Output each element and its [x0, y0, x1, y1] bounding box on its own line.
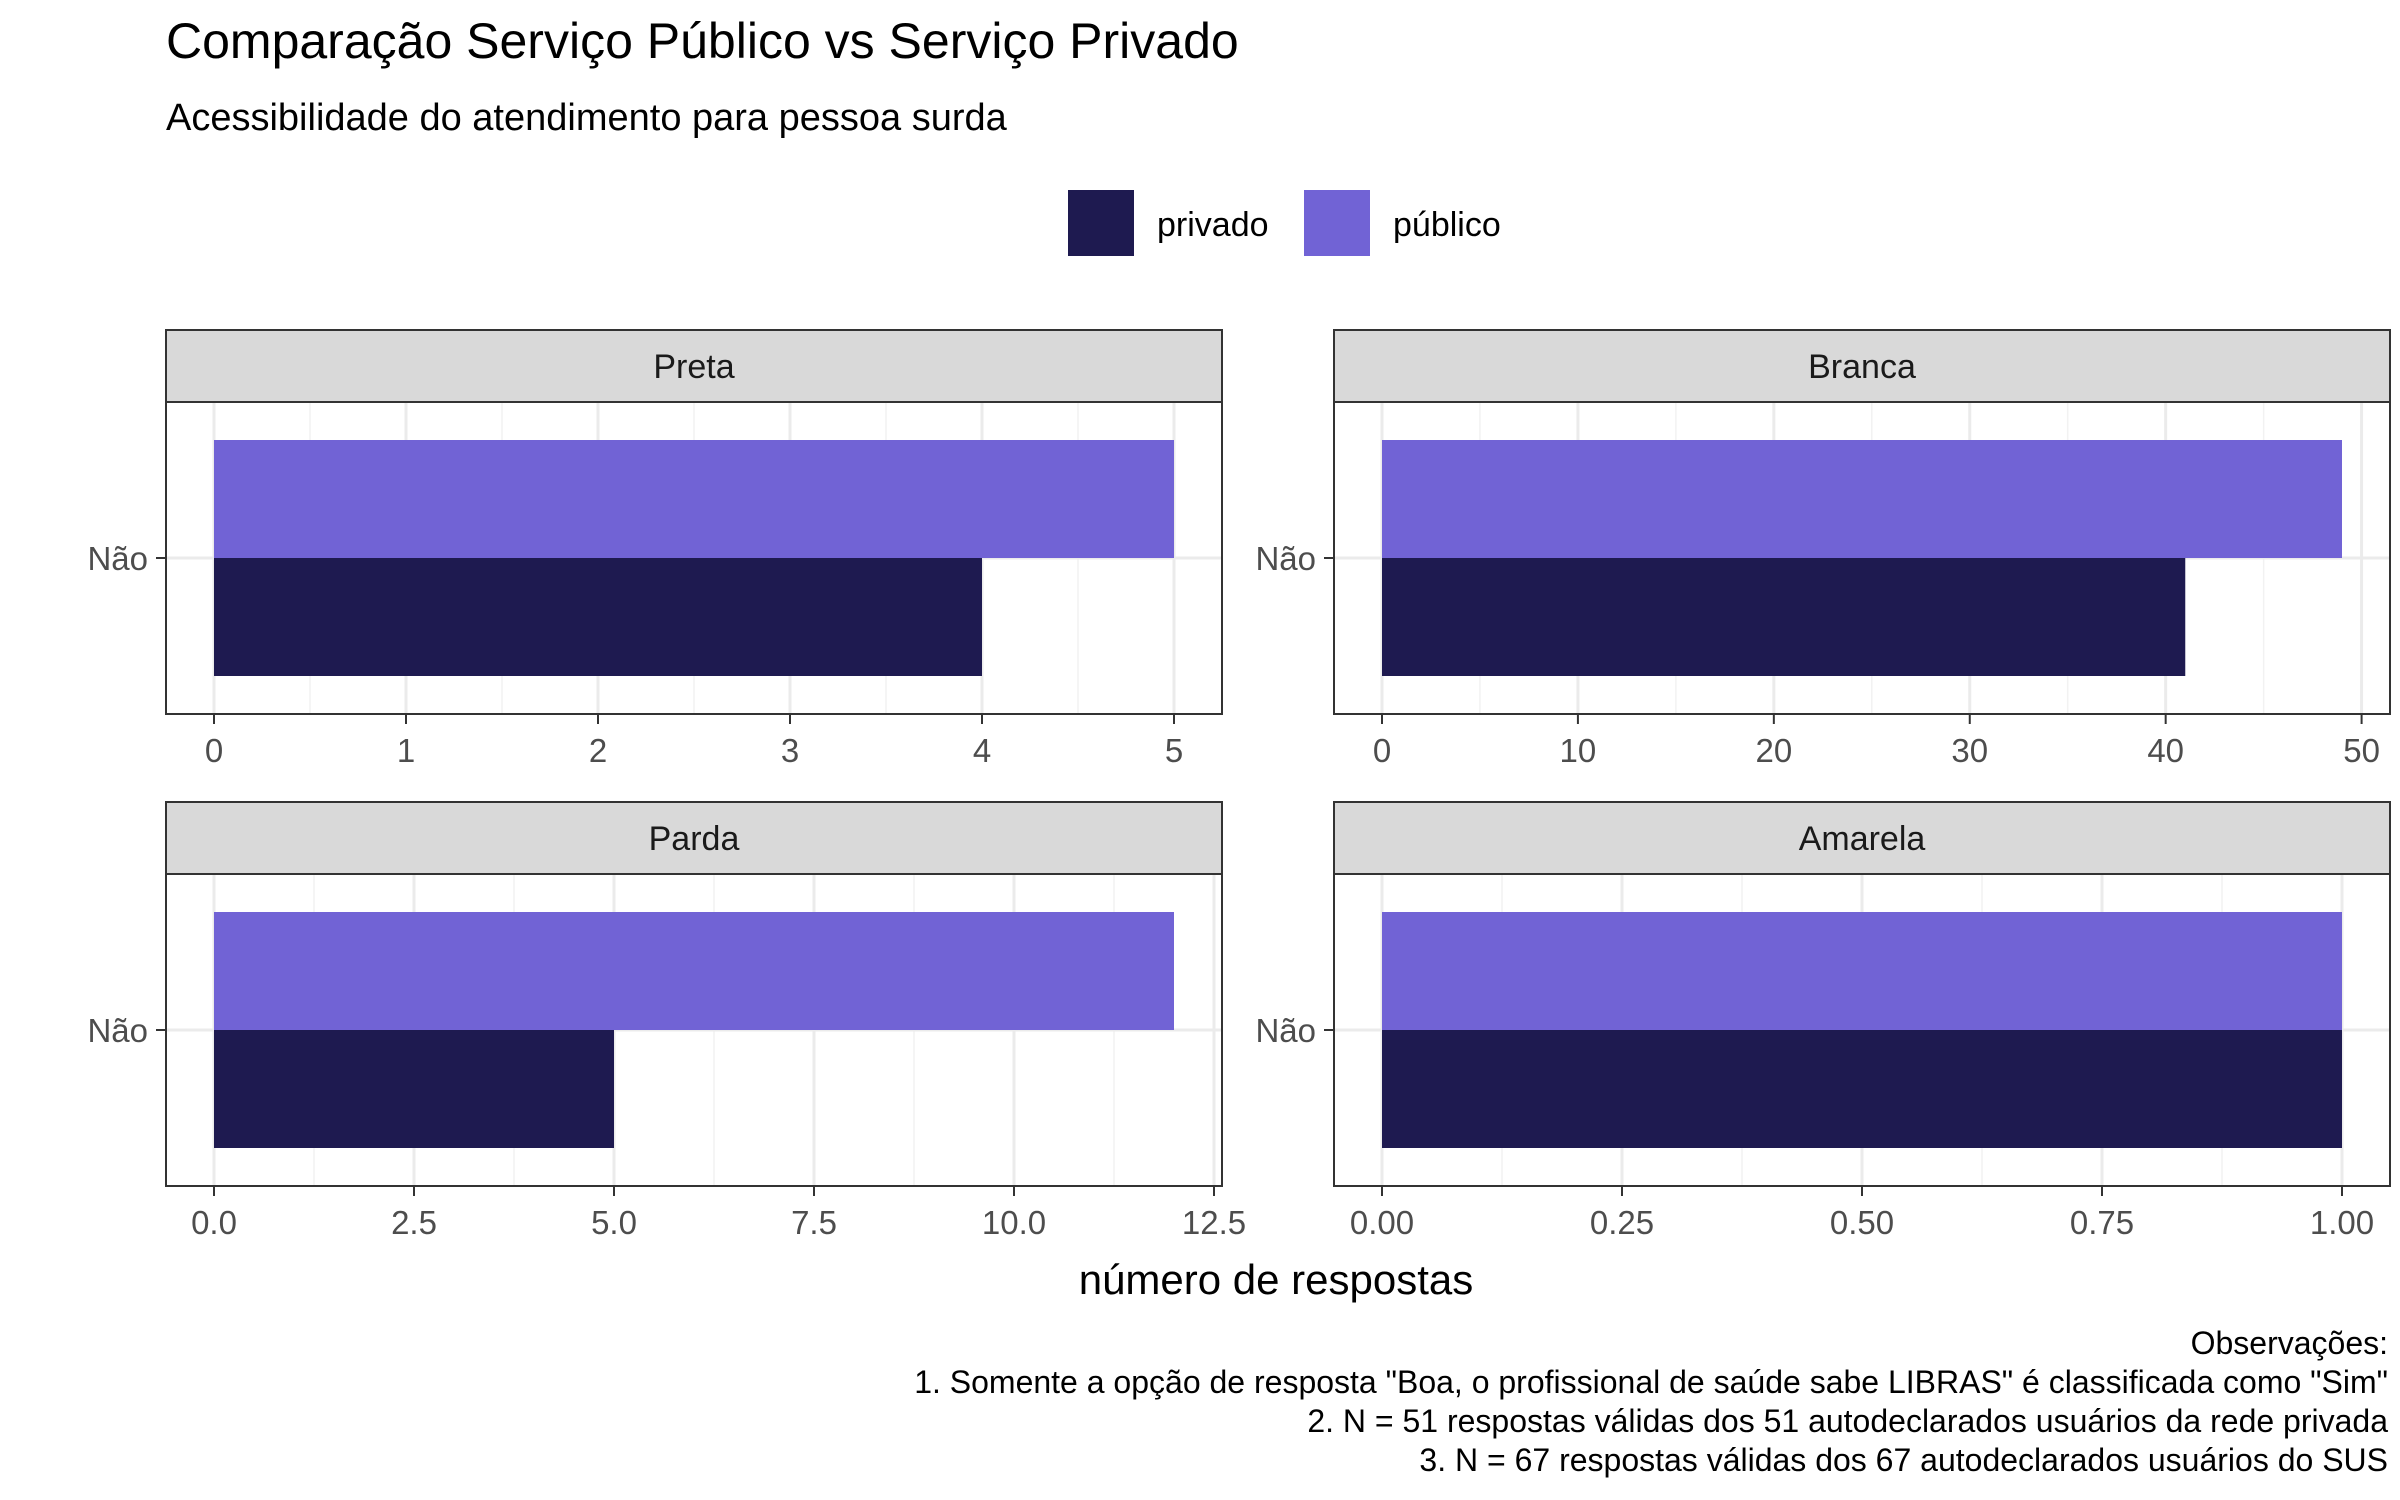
- chart-subtitle: Acessibilidade do atendimento para pesso…: [166, 97, 1008, 139]
- legend-label-publico: público: [1393, 206, 1501, 244]
- panel-amarela: Amarela Não 0.00 0.25 0.50 0.75 1.00: [1255, 801, 2391, 1241]
- x-tick-label: 50: [2343, 732, 2380, 769]
- y-tick-label: Não: [1255, 1012, 1316, 1049]
- x-tick-label: 5.0: [591, 1204, 637, 1241]
- x-tick-label: 30: [1951, 732, 1988, 769]
- panel-parda: Parda Não 0.0 2.5 5.0 7.5 10.0 12.5: [87, 801, 1246, 1241]
- x-tick-label: 40: [2147, 732, 2184, 769]
- x-tick-label: 4: [973, 732, 991, 769]
- x-tick-label: 0.25: [1590, 1204, 1654, 1241]
- facet-strip-label: Preta: [653, 348, 734, 386]
- facet-strip: [165, 801, 1223, 875]
- facet-strip-label: Amarela: [1799, 820, 1926, 858]
- x-axis-label: número de respostas: [1079, 1256, 1474, 1303]
- x-tick-label: 0: [205, 732, 223, 769]
- caption-line-2: 1. Somente a opção de resposta "Boa, o p…: [914, 1364, 2388, 1400]
- bar-privado: [1382, 1030, 2342, 1148]
- bar-privado: [214, 558, 982, 676]
- bar-privado: [1382, 558, 2186, 676]
- panel-preta: Preta Não 0 1 2 3 4 5: [87, 329, 1223, 769]
- x-tick-label: 7.5: [791, 1204, 837, 1241]
- facet-strip: [1333, 329, 2391, 403]
- x-tick-label: 12.5: [1182, 1204, 1246, 1241]
- x-tick-label: 2.5: [391, 1204, 437, 1241]
- x-tick-label: 10: [1560, 732, 1597, 769]
- bar-publico: [1382, 912, 2342, 1030]
- legend: privado público: [1068, 190, 1501, 256]
- x-tick-label: 2: [589, 732, 607, 769]
- facet-strip-label: Branca: [1808, 348, 1916, 386]
- y-tick-label: Não: [1255, 540, 1316, 577]
- bar-publico: [1382, 440, 2342, 558]
- x-tick-label: 1: [397, 732, 415, 769]
- bar-publico: [214, 912, 1174, 1030]
- x-tick-label: 10.0: [982, 1204, 1046, 1241]
- chart-title: Comparação Serviço Público vs Serviço Pr…: [166, 13, 1239, 69]
- bar-privado: [214, 1030, 614, 1148]
- x-tick-label: 0.75: [2070, 1204, 2134, 1241]
- x-tick-label: 0.0: [191, 1204, 237, 1241]
- facet-panels: Preta Não 0 1 2 3 4 5 Branca Não 0 10 20 30 40 50 Parda N…: [87, 329, 2391, 1241]
- legend-label-privado: privado: [1157, 206, 1269, 244]
- x-tick-label: 1.00: [2310, 1204, 2374, 1241]
- facet-strip: [165, 329, 1223, 403]
- bar-publico: [214, 440, 1174, 558]
- x-tick-label: 20: [1755, 732, 1792, 769]
- x-tick-label: 0.50: [1830, 1204, 1894, 1241]
- legend-swatch-publico: [1304, 190, 1370, 256]
- x-tick-label: 0.00: [1350, 1204, 1414, 1241]
- y-tick-label: Não: [87, 1012, 148, 1049]
- caption-line-4: 3. N = 67 respostas válidas dos 67 autod…: [1419, 1442, 2388, 1478]
- legend-swatch-privado: [1068, 190, 1134, 256]
- caption-line-1: Observações:: [2191, 1325, 2388, 1361]
- facet-strip-label: Parda: [649, 820, 740, 858]
- x-tick-label: 0: [1373, 732, 1391, 769]
- caption: Observações: 1. Somente a opção de respo…: [914, 1325, 2388, 1478]
- facet-strip: [1333, 801, 2391, 875]
- panel-branca: Branca Não 0 10 20 30 40 50: [1255, 329, 2391, 769]
- y-tick-label: Não: [87, 540, 148, 577]
- caption-line-3: 2. N = 51 respostas válidas dos 51 autod…: [1307, 1403, 2388, 1439]
- x-tick-label: 5: [1165, 732, 1183, 769]
- x-tick-label: 3: [781, 732, 799, 769]
